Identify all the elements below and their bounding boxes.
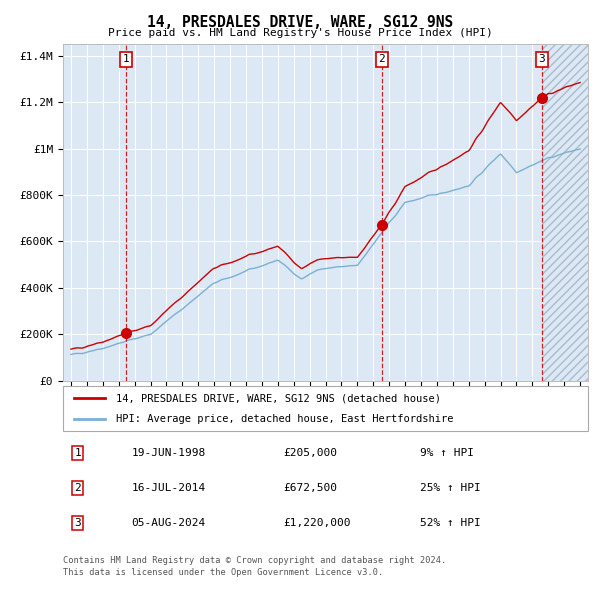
Text: 1: 1 bbox=[74, 448, 81, 458]
Text: Contains HM Land Registry data © Crown copyright and database right 2024.: Contains HM Land Registry data © Crown c… bbox=[63, 556, 446, 565]
Text: Price paid vs. HM Land Registry's House Price Index (HPI): Price paid vs. HM Land Registry's House … bbox=[107, 28, 493, 38]
Text: 52% ↑ HPI: 52% ↑ HPI bbox=[420, 518, 481, 528]
Bar bbox=[542, 44, 588, 381]
Text: This data is licensed under the Open Government Licence v3.0.: This data is licensed under the Open Gov… bbox=[63, 568, 383, 576]
Text: 25% ↑ HPI: 25% ↑ HPI bbox=[420, 483, 481, 493]
Text: 19-JUN-1998: 19-JUN-1998 bbox=[131, 448, 205, 458]
Text: 3: 3 bbox=[74, 518, 81, 528]
Text: 2: 2 bbox=[379, 54, 385, 64]
Text: 14, PRESDALES DRIVE, WARE, SG12 9NS: 14, PRESDALES DRIVE, WARE, SG12 9NS bbox=[147, 15, 453, 30]
FancyBboxPatch shape bbox=[63, 386, 588, 431]
Text: 3: 3 bbox=[538, 54, 545, 64]
Text: 1: 1 bbox=[123, 54, 130, 64]
Text: 05-AUG-2024: 05-AUG-2024 bbox=[131, 518, 205, 528]
Text: £205,000: £205,000 bbox=[284, 448, 337, 458]
Text: 9% ↑ HPI: 9% ↑ HPI bbox=[420, 448, 474, 458]
Text: 14, PRESDALES DRIVE, WARE, SG12 9NS (detached house): 14, PRESDALES DRIVE, WARE, SG12 9NS (det… bbox=[115, 394, 440, 404]
Text: HPI: Average price, detached house, East Hertfordshire: HPI: Average price, detached house, East… bbox=[115, 414, 453, 424]
Text: £1,220,000: £1,220,000 bbox=[284, 518, 351, 528]
Text: 16-JUL-2014: 16-JUL-2014 bbox=[131, 483, 205, 493]
Text: £672,500: £672,500 bbox=[284, 483, 337, 493]
Text: 2: 2 bbox=[74, 483, 81, 493]
